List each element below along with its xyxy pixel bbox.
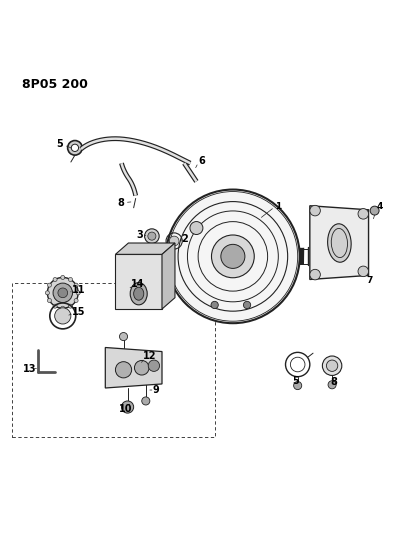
Circle shape: [166, 190, 300, 323]
Circle shape: [169, 236, 179, 246]
Circle shape: [148, 232, 156, 240]
Polygon shape: [105, 348, 162, 388]
Circle shape: [68, 304, 72, 308]
Circle shape: [211, 301, 218, 309]
Circle shape: [310, 205, 320, 216]
Polygon shape: [115, 243, 175, 254]
Circle shape: [61, 276, 65, 279]
Text: 3: 3: [136, 230, 143, 240]
Text: 11: 11: [72, 285, 86, 295]
Text: 5: 5: [292, 376, 299, 386]
Circle shape: [221, 244, 245, 269]
Polygon shape: [310, 206, 369, 279]
Text: 15: 15: [72, 307, 86, 317]
Circle shape: [53, 278, 57, 281]
Circle shape: [294, 382, 302, 390]
Circle shape: [74, 298, 78, 303]
Circle shape: [370, 206, 379, 215]
Circle shape: [55, 308, 71, 324]
Circle shape: [148, 360, 160, 372]
Circle shape: [326, 360, 338, 372]
Circle shape: [243, 301, 251, 309]
Circle shape: [47, 278, 78, 308]
Circle shape: [134, 360, 149, 375]
Text: 8P05 200: 8P05 200: [22, 78, 88, 91]
Text: 1: 1: [275, 203, 282, 212]
Ellipse shape: [134, 287, 144, 300]
Circle shape: [358, 266, 369, 277]
Text: 7: 7: [366, 276, 373, 285]
Circle shape: [47, 283, 51, 287]
Circle shape: [322, 356, 342, 375]
Circle shape: [71, 144, 79, 151]
Circle shape: [61, 306, 65, 310]
Circle shape: [58, 288, 68, 298]
Circle shape: [53, 283, 72, 303]
Circle shape: [119, 333, 128, 341]
Ellipse shape: [130, 282, 147, 305]
Text: 12: 12: [143, 351, 157, 361]
Text: 6: 6: [198, 156, 205, 166]
Text: 4: 4: [377, 202, 383, 211]
Circle shape: [45, 291, 49, 295]
Text: 5: 5: [57, 139, 63, 149]
Circle shape: [76, 291, 80, 295]
Circle shape: [190, 222, 203, 235]
Circle shape: [145, 229, 159, 244]
Circle shape: [358, 208, 369, 219]
Text: 8: 8: [331, 377, 337, 387]
Bar: [12, 282, 215, 437]
Circle shape: [211, 235, 254, 278]
Circle shape: [68, 141, 82, 155]
Polygon shape: [115, 254, 162, 309]
Text: 8: 8: [117, 198, 124, 207]
Circle shape: [115, 362, 132, 378]
Text: 14: 14: [131, 279, 145, 289]
Circle shape: [328, 381, 336, 389]
Text: 2: 2: [181, 234, 188, 244]
Circle shape: [74, 283, 78, 287]
Text: 9: 9: [153, 385, 159, 395]
Polygon shape: [162, 243, 175, 309]
Circle shape: [310, 269, 320, 280]
Ellipse shape: [328, 224, 351, 262]
Circle shape: [53, 304, 57, 308]
Circle shape: [122, 401, 134, 413]
Text: 13: 13: [23, 364, 36, 374]
Text: 10: 10: [119, 404, 132, 414]
Circle shape: [142, 397, 150, 405]
Circle shape: [47, 298, 51, 303]
Circle shape: [68, 278, 72, 281]
